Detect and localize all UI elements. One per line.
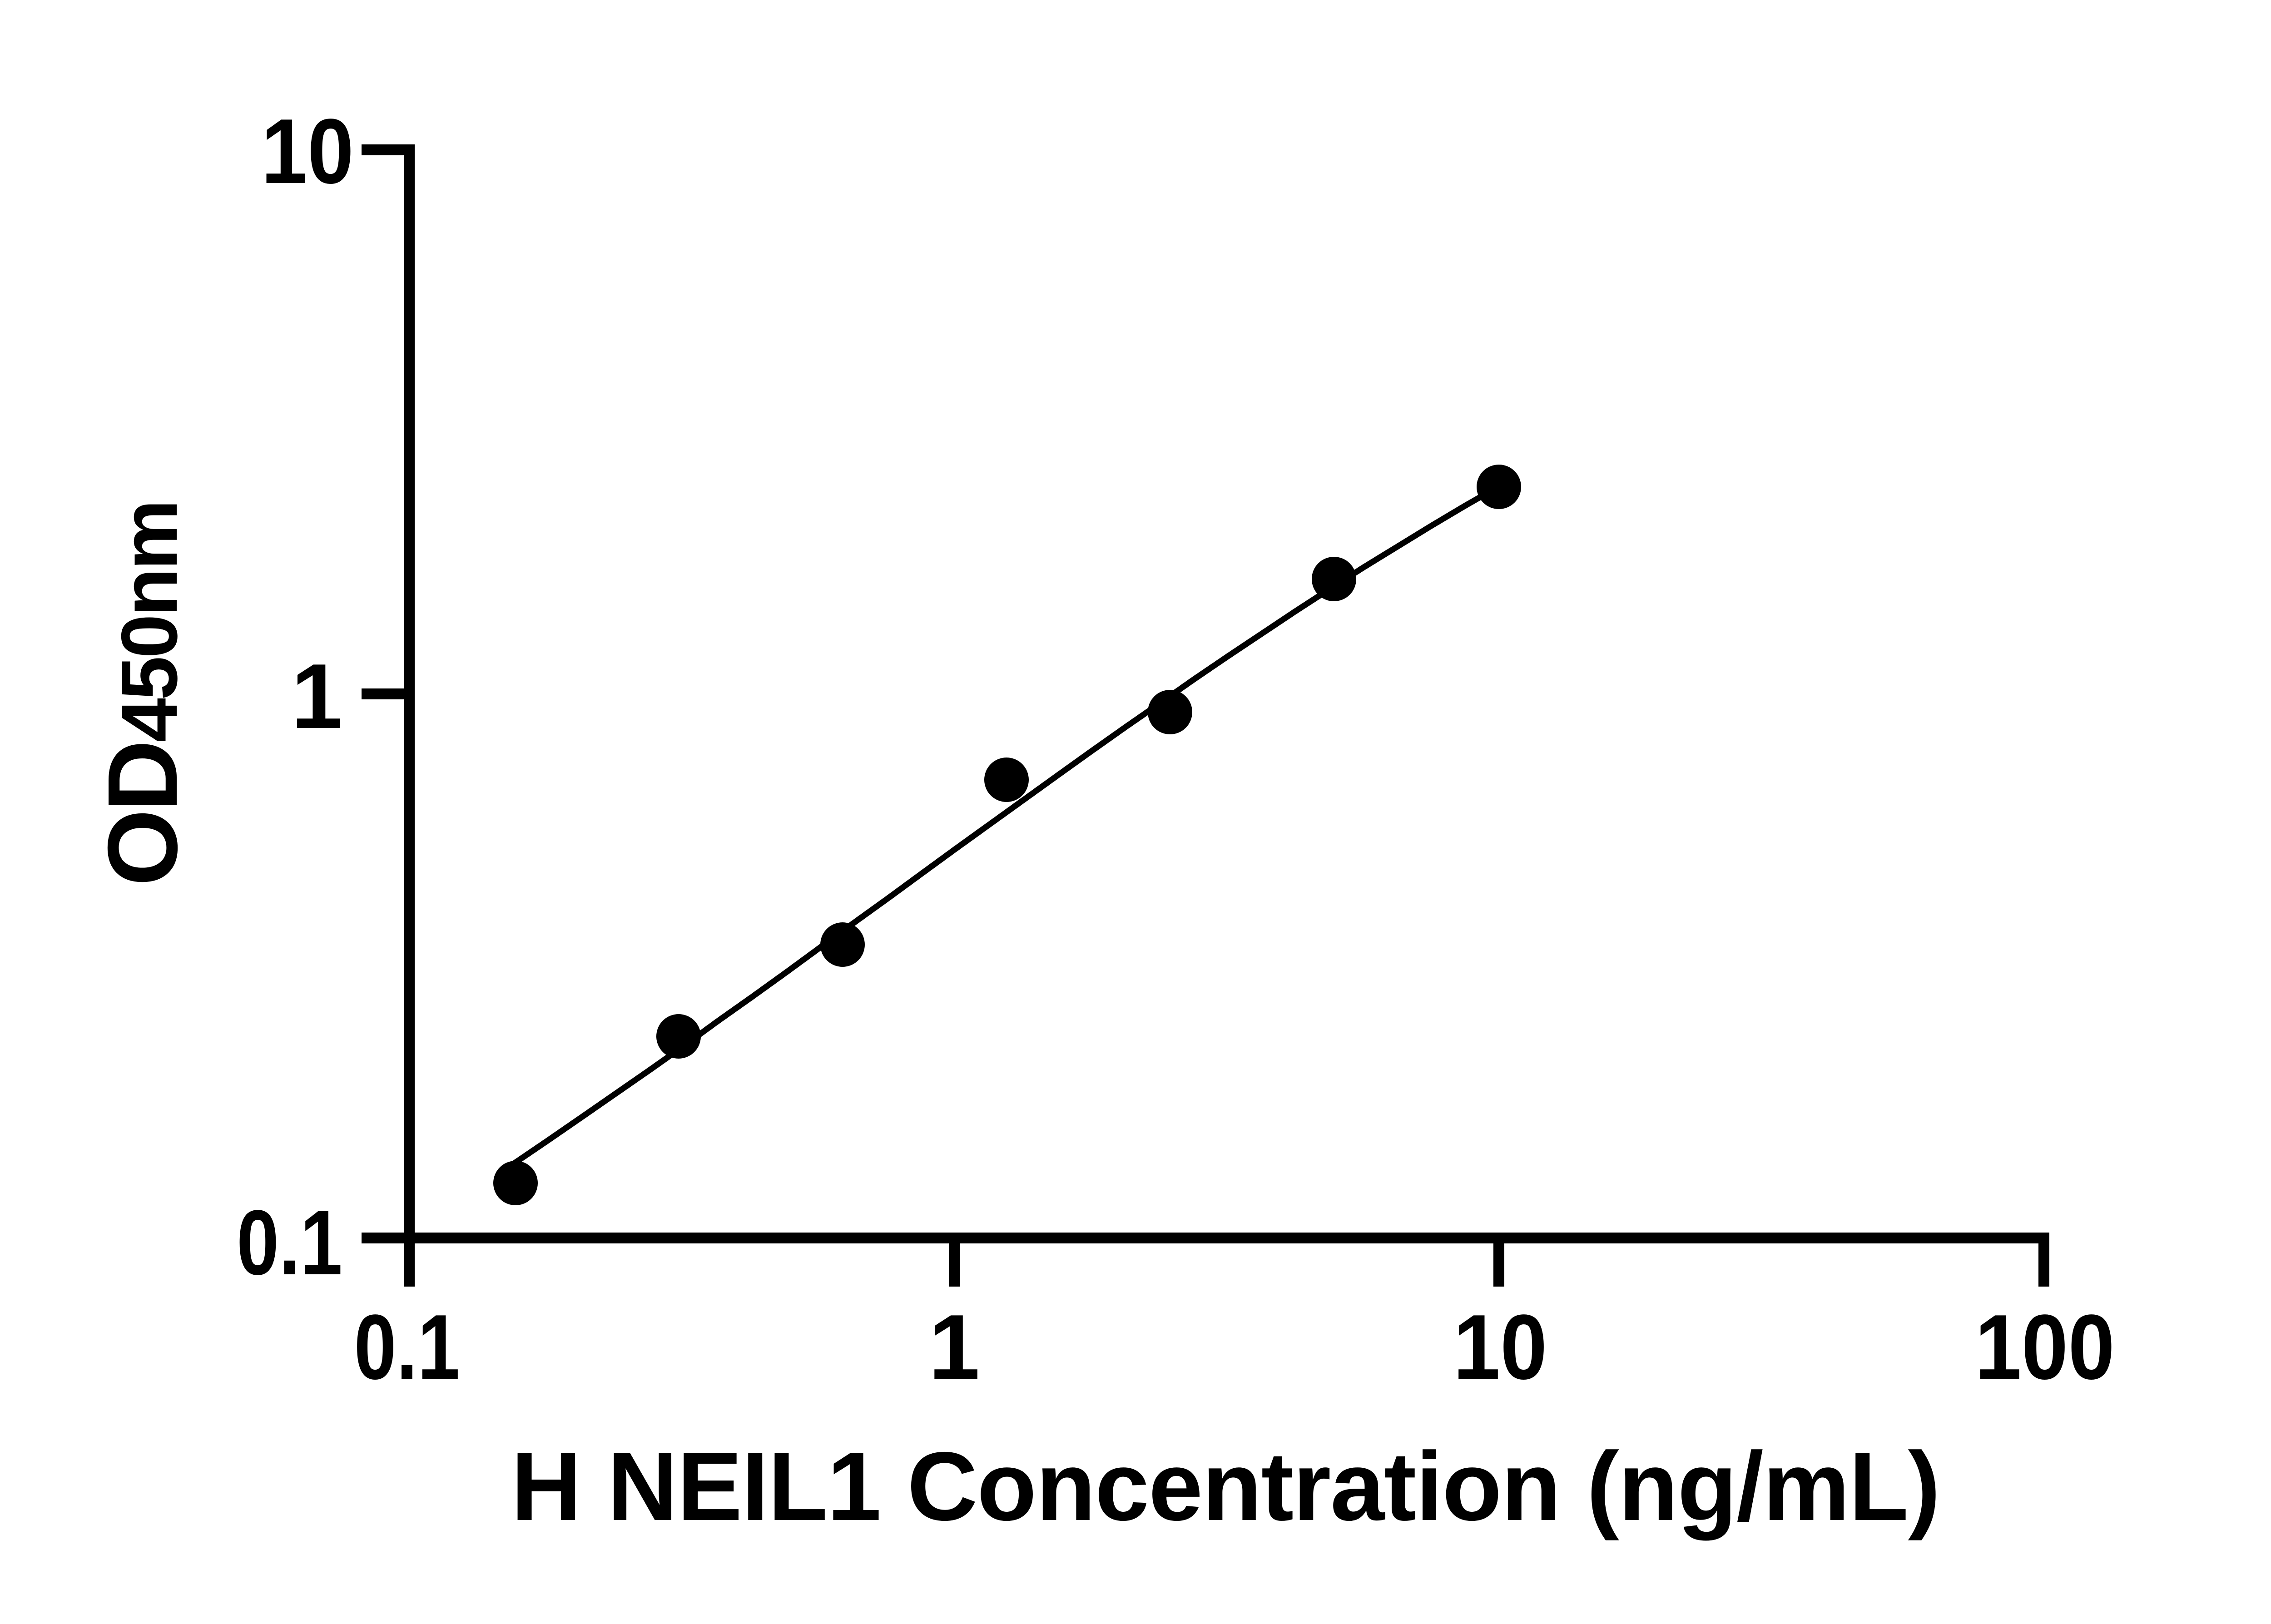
svg-text:10: 10: [261, 100, 354, 203]
svg-text:0.1: 0.1: [354, 1296, 460, 1399]
svg-text:10: 10: [1453, 1296, 1547, 1399]
svg-text:100: 100: [1975, 1296, 2115, 1399]
svg-text:H NEIL1 Concentration (ng/mL): H NEIL1 Concentration (ng/mL): [511, 1431, 1940, 1541]
svg-text:1: 1: [929, 1296, 980, 1399]
svg-text:1: 1: [291, 645, 342, 748]
svg-text:0.1: 0.1: [237, 1191, 342, 1294]
svg-text:OD450nm: OD450nm: [88, 502, 198, 886]
